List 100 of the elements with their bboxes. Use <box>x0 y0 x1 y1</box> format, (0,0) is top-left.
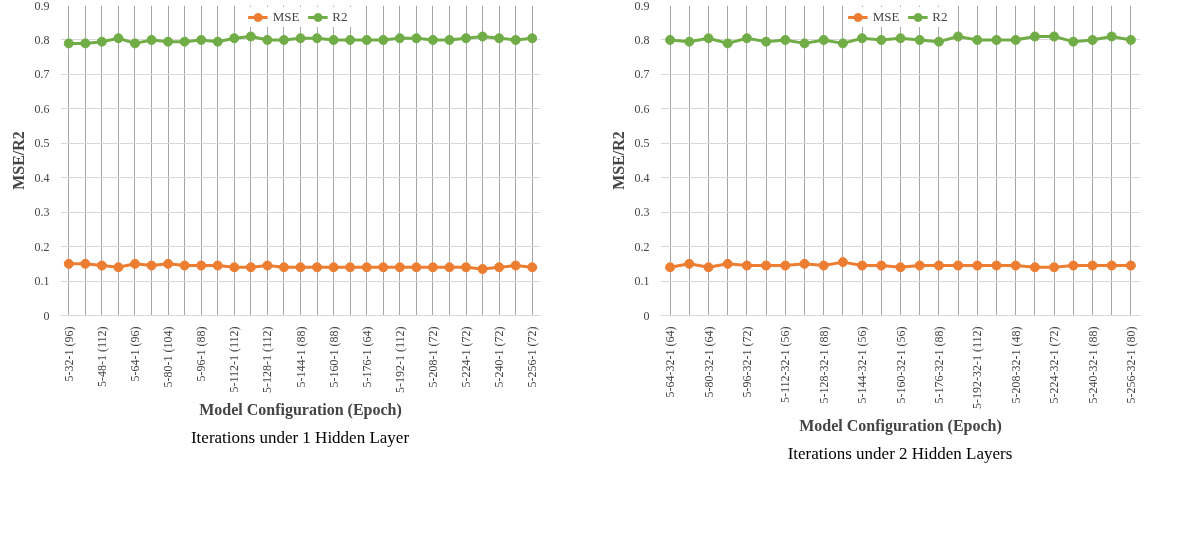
y-tick-label: 0.7 <box>34 67 50 82</box>
point <box>295 262 306 273</box>
x-tick-label: 5-80-1 (104) <box>161 326 176 388</box>
point <box>1068 36 1079 47</box>
y-tick-label: 0.9 <box>634 0 650 13</box>
x-tick-label: 5-112-32-1 (56) <box>778 326 793 404</box>
point <box>741 260 752 271</box>
x-tick-label: 5-176-1 (64) <box>359 326 374 388</box>
point <box>63 258 74 269</box>
point <box>1087 260 1098 271</box>
point <box>262 260 273 271</box>
point <box>895 33 906 44</box>
y-tick-label: 0.4 <box>34 170 50 185</box>
point <box>129 38 140 49</box>
point <box>818 260 829 271</box>
point <box>991 260 1002 271</box>
point <box>837 257 848 268</box>
point <box>212 260 223 271</box>
point <box>1049 262 1060 273</box>
point <box>345 34 356 45</box>
point <box>328 34 339 45</box>
point <box>245 31 256 42</box>
y-tick-label: 0.8 <box>634 32 650 47</box>
point <box>1068 260 1079 271</box>
x-tick-label: 5-64-1 (96) <box>127 326 142 382</box>
point <box>780 34 791 45</box>
point <box>278 262 289 273</box>
point <box>876 260 887 271</box>
point <box>703 33 714 44</box>
y-axis-title: MSE/R2 <box>9 131 27 190</box>
point <box>146 34 157 45</box>
y-tick-label: 0 <box>43 308 50 323</box>
point <box>378 34 389 45</box>
y-tick-label: 0.3 <box>634 205 650 220</box>
x-axis-title: Model Configuration (Epoch) <box>799 417 1002 436</box>
point <box>972 260 983 271</box>
point <box>1029 31 1040 42</box>
point <box>876 34 887 45</box>
point <box>328 262 339 273</box>
y-tick-label: 0.8 <box>34 32 50 47</box>
point <box>665 262 676 273</box>
y-tick-label: 0.2 <box>634 239 650 254</box>
point <box>229 262 240 273</box>
point <box>722 38 733 49</box>
x-tick-label: 5-160-32-1 (56) <box>893 326 908 404</box>
x-tick-label: 5-224-32-1 (72) <box>1047 326 1062 404</box>
point <box>799 258 810 269</box>
x-tick-label: 5-144-32-1 (56) <box>855 326 870 404</box>
point <box>80 258 91 269</box>
point <box>1087 34 1098 45</box>
x-tick-label: 5-224-1 (72) <box>459 326 474 388</box>
point <box>1029 262 1040 273</box>
point <box>179 36 190 47</box>
point <box>494 262 505 273</box>
y-tick-label: 0.6 <box>34 101 50 116</box>
x-tick-label: 5-208-32-1 (48) <box>1008 326 1023 404</box>
point <box>461 262 472 273</box>
point <box>212 36 223 47</box>
point <box>96 260 107 271</box>
text: Iterations under 2 Hidden Layers <box>787 443 1013 465</box>
legend-label: MSE <box>872 9 900 25</box>
y-tick-label: 0.4 <box>634 170 650 185</box>
x-tick-label: 5-64-32-1 (64) <box>663 326 678 398</box>
x-tick-label: 5-80-32-1 (64) <box>701 326 716 398</box>
point <box>262 34 273 45</box>
point <box>761 260 772 271</box>
point <box>527 262 538 273</box>
y-tick-label: 0.1 <box>634 274 650 289</box>
point <box>780 260 791 271</box>
point <box>684 36 695 47</box>
point <box>953 31 964 42</box>
x-tick-label: 5-96-32-1 (72) <box>739 326 754 398</box>
point <box>895 262 906 273</box>
x-tick-label: 5-240-32-1 (88) <box>1085 326 1100 404</box>
point <box>80 38 91 49</box>
point <box>741 33 752 44</box>
x-tick-label: 5-48-1 (112) <box>94 326 109 388</box>
point <box>1010 34 1021 45</box>
legend-label: R2 <box>932 9 949 25</box>
y-tick-label: 0.6 <box>634 101 650 116</box>
point <box>953 260 964 271</box>
point <box>427 34 438 45</box>
x-tick-label: 5-128-32-1 (88) <box>816 326 831 404</box>
point <box>411 262 422 273</box>
x-tick-label: 5-240-1 (72) <box>492 326 507 388</box>
point <box>113 262 124 273</box>
point <box>146 260 157 271</box>
point <box>378 262 389 273</box>
point <box>163 36 174 47</box>
x-tick-label: 5-192-32-1 (112) <box>970 326 985 410</box>
x-tick-label: 5-96-1 (88) <box>194 326 209 382</box>
point <box>113 33 124 44</box>
point <box>477 264 488 274</box>
point <box>914 34 925 45</box>
point <box>703 262 714 273</box>
legend-label: R2 <box>332 9 349 25</box>
y-tick-label: 0 <box>643 308 650 323</box>
y-tick-label: 0.5 <box>34 136 50 151</box>
text: Iterations under 1 Hidden Layer <box>190 427 410 449</box>
point <box>494 33 505 44</box>
